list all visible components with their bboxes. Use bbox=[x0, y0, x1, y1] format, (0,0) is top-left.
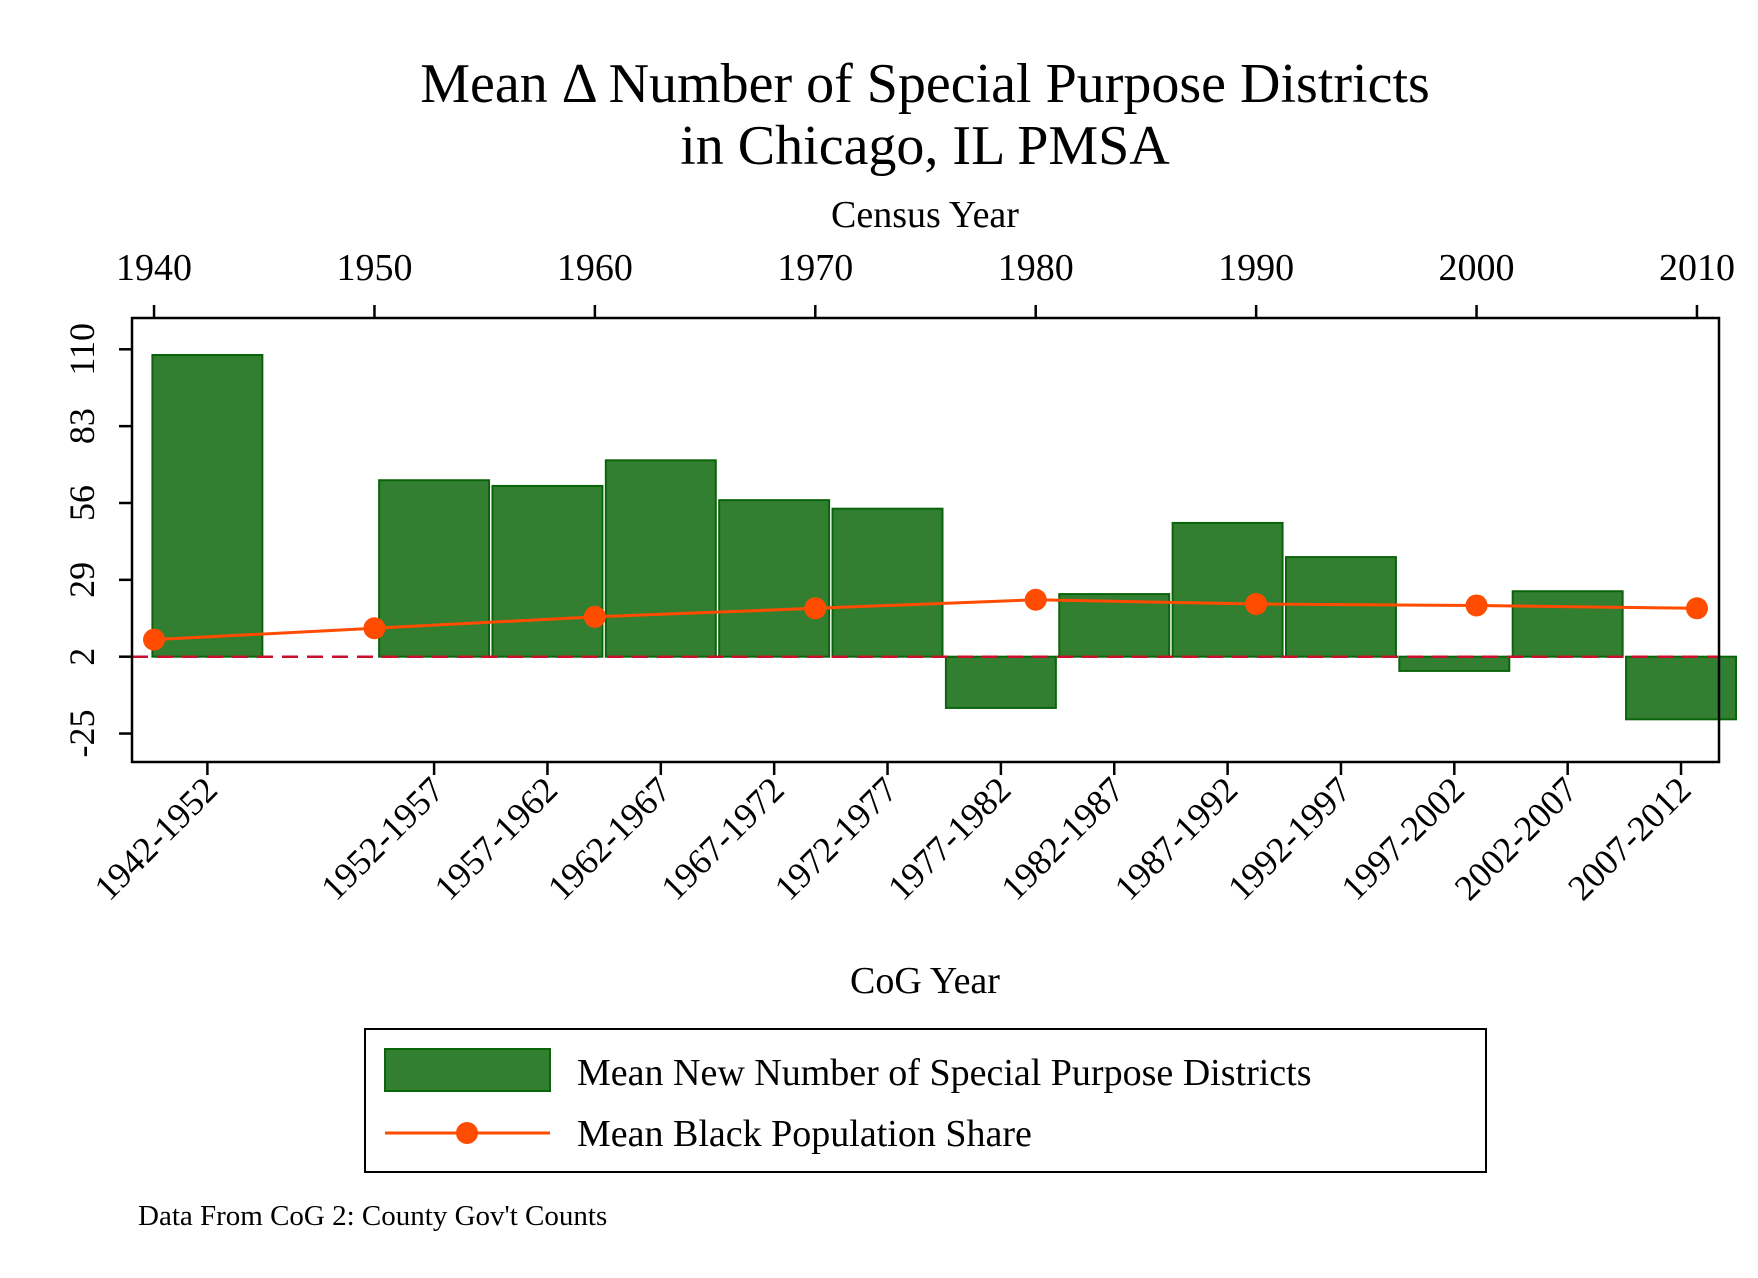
bottom-axis-ticks: 1942-1952 1952-19571957-19621962-19671967… bbox=[86, 762, 1699, 908]
y-tick-label-29: 29 bbox=[62, 562, 102, 598]
y-tick-label-2: 2 bbox=[62, 648, 102, 666]
top-axis-ticks: 1940 1950 1960 1970 1980 1990 2000 2010 bbox=[116, 247, 1735, 318]
bottom-tick-label: 1997-2002 bbox=[1333, 769, 1472, 908]
chart-title-line-1: Mean Δ Number of Special Purpose Distric… bbox=[420, 53, 1430, 115]
line-series bbox=[143, 588, 1708, 651]
top-axis-title: Census Year bbox=[831, 194, 1019, 236]
line-series-path bbox=[153, 598, 1697, 642]
bar bbox=[1284, 556, 1397, 658]
line-point bbox=[1465, 594, 1488, 617]
y-tick-label--25: -25 bbox=[62, 710, 102, 758]
legend-bar-swatch bbox=[384, 1048, 551, 1092]
bar bbox=[378, 479, 491, 658]
top-tick-label-2010: 2010 bbox=[1659, 247, 1735, 289]
top-tick-label-2000: 2000 bbox=[1439, 247, 1515, 289]
bar bbox=[1398, 655, 1511, 672]
y-tick-label-110: 110 bbox=[62, 323, 102, 376]
bottom-tick-label: 1952-1957 bbox=[313, 769, 452, 908]
bottom-tick-label: 1992-1997 bbox=[1220, 769, 1359, 908]
bottom-tick-label: 1977-1982 bbox=[880, 769, 1019, 908]
bottom-tick-label: 1957-1962 bbox=[427, 769, 566, 908]
bar bbox=[151, 354, 264, 658]
bar bbox=[831, 507, 944, 658]
bottom-tick-label: 1987-1992 bbox=[1107, 769, 1246, 908]
top-tick-label-1990: 1990 bbox=[1218, 247, 1294, 289]
y-tick-label-83: 83 bbox=[62, 408, 102, 444]
bottom-tick-label: 1982-1987 bbox=[993, 769, 1132, 908]
x-axis-title: CoG Year bbox=[850, 960, 1000, 1002]
bar bbox=[1171, 521, 1284, 658]
top-tick-label-1960: 1960 bbox=[557, 247, 633, 289]
line-point bbox=[583, 605, 606, 628]
bar bbox=[1511, 590, 1624, 658]
bottom-tick-label: 1942-1952 bbox=[86, 769, 225, 908]
legend-line-label: Mean Black Population Share bbox=[577, 1113, 1032, 1155]
legend-bar-label: Mean New Number of Special Purpose Distr… bbox=[577, 1052, 1312, 1094]
top-tick-label-1950: 1950 bbox=[336, 247, 412, 289]
top-tick-label-1970: 1970 bbox=[777, 247, 853, 289]
chart-title-line-2: in Chicago, IL PMSA bbox=[680, 115, 1170, 177]
line-point bbox=[363, 617, 386, 640]
bottom-tick-label: 1967-1972 bbox=[653, 769, 792, 908]
top-tick-label-1940: 1940 bbox=[116, 247, 192, 289]
bottom-tick-label: 1972-1977 bbox=[767, 769, 906, 908]
line-point bbox=[143, 628, 166, 651]
plot-frame bbox=[130, 316, 1721, 764]
legend-line-marker bbox=[456, 1122, 478, 1144]
bottom-tick-label: 1962-1967 bbox=[540, 769, 679, 908]
top-tick-label-1980: 1980 bbox=[998, 247, 1074, 289]
line-point bbox=[1024, 588, 1047, 611]
line-point bbox=[804, 597, 827, 620]
bar bbox=[491, 484, 604, 658]
source-note: Data From CoG 2: County Gov't Counts bbox=[138, 1200, 607, 1232]
line-point bbox=[1245, 593, 1268, 616]
legend-box bbox=[364, 1028, 1487, 1173]
bar bbox=[1625, 655, 1738, 721]
bottom-tick-label: 2002-2007 bbox=[1447, 769, 1586, 908]
y-tick-label-56: 56 bbox=[62, 485, 102, 521]
bar bbox=[944, 655, 1057, 709]
bar bbox=[604, 459, 717, 658]
legend: Mean New Number of Special Purpose Distr… bbox=[364, 1028, 1487, 1173]
bottom-tick-label: 2007-2012 bbox=[1560, 769, 1699, 908]
line-point bbox=[1685, 597, 1708, 620]
bar bbox=[718, 499, 831, 658]
y-axis-ticks: -25 2 29 56 83 110 bbox=[62, 323, 132, 758]
bar-series bbox=[151, 354, 1738, 721]
